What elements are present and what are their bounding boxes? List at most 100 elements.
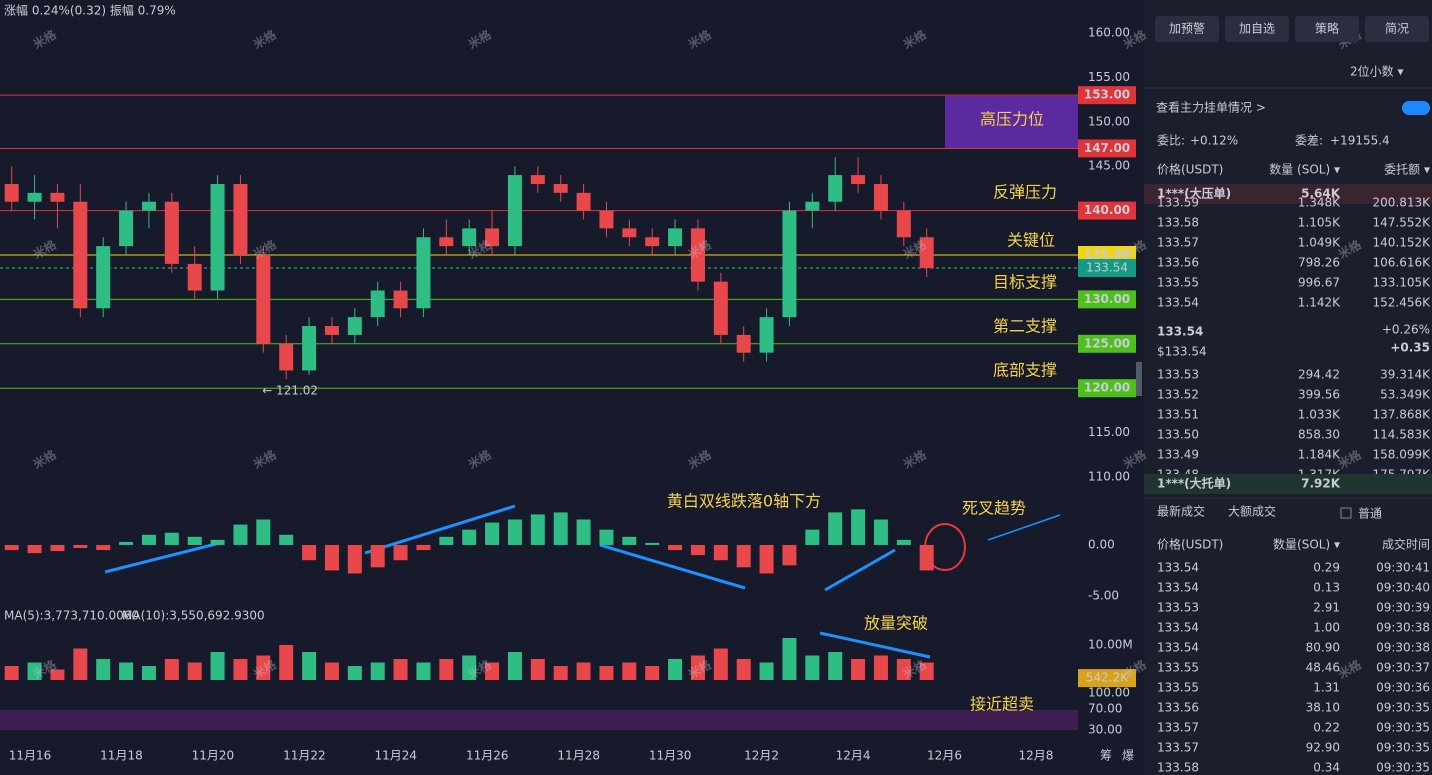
button[interactable]	[1365, 16, 1429, 42]
volume-bar	[439, 659, 454, 680]
macd-bar	[164, 532, 179, 545]
candle-body	[279, 343, 294, 371]
button-label[interactable]: 策略	[1315, 21, 1339, 36]
annotation: 黄白双线跌落0轴下方	[667, 492, 821, 511]
volume-bar	[324, 662, 339, 680]
ratio-label: 委比:	[1157, 134, 1185, 148]
volume-bar	[530, 659, 545, 680]
cell: 09:30:35	[1376, 741, 1430, 755]
cell: 数量(SOL) ▾	[1273, 537, 1340, 552]
cell: 133.59	[1157, 196, 1199, 210]
macd-bar	[805, 529, 820, 545]
macd-bar	[530, 514, 545, 545]
x-tick-label: 11月18	[100, 749, 143, 763]
macd-bar	[873, 519, 888, 545]
big-ask: 1***(大压单)	[1157, 186, 1231, 201]
cell: 858.30	[1298, 428, 1340, 442]
cell: 147.552K	[1373, 216, 1432, 230]
x-tick-label: 11月24	[375, 749, 418, 763]
candle-body	[4, 183, 19, 202]
candle-body	[622, 228, 637, 238]
candle-body	[96, 246, 111, 309]
cell: 158.099K	[1373, 448, 1432, 462]
macd-bar	[256, 519, 271, 545]
macd-bar	[279, 534, 294, 545]
macd-bar	[599, 529, 614, 545]
cell: 133.49	[1157, 448, 1199, 462]
cell: 09:30:38	[1376, 641, 1430, 655]
y-tick-label: 155.00	[1088, 70, 1130, 84]
candle-body	[416, 237, 431, 309]
cell: 2.91	[1313, 601, 1340, 615]
cell: 48.46	[1306, 661, 1340, 675]
candle-body	[347, 317, 362, 335]
volume-bar	[599, 666, 614, 680]
y-tick-label: 145.00	[1088, 159, 1130, 173]
cell: 1.105K	[1298, 216, 1341, 230]
cell: 133.54	[1157, 641, 1199, 655]
volume-bar	[668, 659, 683, 680]
macd-bar	[416, 544, 431, 551]
candle-body	[370, 290, 385, 318]
button[interactable]	[1155, 16, 1219, 42]
tab[interactable]: 大额成交	[1228, 504, 1276, 519]
corner: 爆	[1122, 749, 1134, 763]
candle-body	[599, 210, 614, 229]
cell: 1.049K	[1298, 236, 1341, 250]
annotation: 接近超卖	[970, 695, 1034, 714]
volume-bar	[370, 662, 385, 680]
annotation: 底部支撑	[993, 361, 1057, 380]
button-label[interactable]: 加预警	[1169, 21, 1205, 36]
cell: 数量 (SOL) ▾	[1269, 162, 1340, 177]
button[interactable]	[1295, 16, 1359, 42]
osc-band	[0, 710, 1078, 730]
checkbox[interactable]	[1340, 507, 1352, 519]
annotation: 关键位	[1007, 231, 1055, 250]
cell: 09:30:40	[1376, 581, 1430, 595]
level-tag	[1078, 290, 1136, 309]
x-tick-label: 11月26	[466, 749, 509, 763]
cell: 133.56	[1157, 256, 1199, 270]
volume-bar	[805, 655, 820, 680]
button-label[interactable]: 加自选	[1239, 22, 1275, 36]
cell: 133.50	[1157, 428, 1199, 442]
volume-bar	[485, 662, 500, 680]
level-tag	[1078, 139, 1136, 158]
toggle[interactable]	[1402, 101, 1430, 115]
button[interactable]	[1225, 16, 1289, 42]
cell: 106.616K	[1373, 256, 1432, 270]
annotation: 第二支撑	[993, 317, 1057, 336]
button-label[interactable]: 简况	[1385, 22, 1409, 36]
cell: 1.31	[1313, 681, 1340, 695]
macd-bar	[370, 544, 385, 568]
macd-bar	[622, 536, 637, 545]
y-tick-label: 110.00	[1088, 470, 1130, 484]
cell: 80.90	[1306, 641, 1340, 655]
macd-bar	[713, 544, 728, 561]
volume-bar	[187, 662, 202, 680]
cell: 133.105K	[1373, 276, 1432, 290]
candle-body	[759, 317, 774, 353]
cell: 200.813K	[1373, 196, 1432, 210]
candle-body	[896, 210, 911, 238]
decimals[interactable]: 2位小数 ▾	[1350, 64, 1403, 79]
cell: 133.53	[1157, 601, 1199, 615]
volume-bar	[256, 655, 271, 680]
candle-body	[668, 228, 683, 247]
candle-body	[851, 175, 866, 184]
splitter[interactable]	[1136, 362, 1142, 396]
cell: 133.57	[1157, 236, 1199, 250]
macd-bar	[324, 544, 339, 571]
macd-bar	[485, 522, 500, 545]
macd-bar	[828, 512, 843, 545]
cell: 133.55	[1157, 661, 1199, 675]
corner: 筹	[1100, 749, 1112, 763]
big-bid-row	[1144, 474, 1432, 494]
main-orders[interactable]: 查看主力挂单情况 >	[1156, 101, 1266, 115]
volume-bar	[4, 666, 19, 680]
candle-body	[576, 192, 591, 211]
candle-body	[210, 183, 225, 291]
cell: 1.184K	[1298, 448, 1341, 462]
tab[interactable]: 最新成交	[1157, 504, 1205, 519]
